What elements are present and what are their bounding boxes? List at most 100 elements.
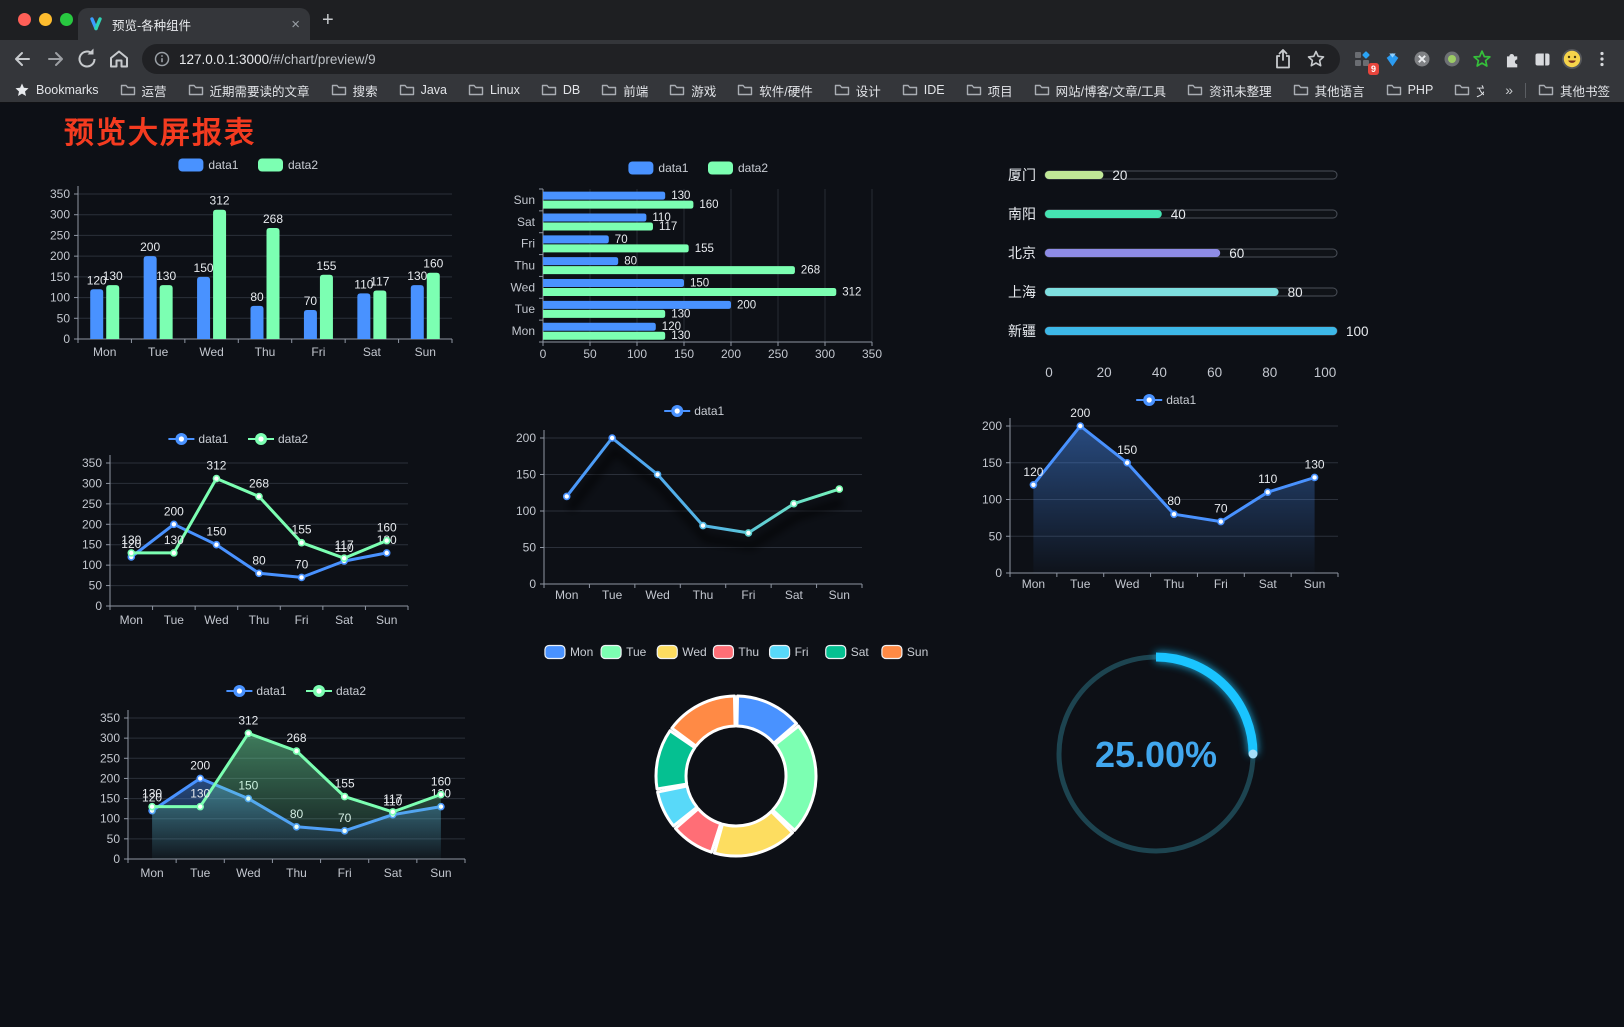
svg-text:0: 0 bbox=[1045, 365, 1053, 380]
svg-text:Sun: Sun bbox=[1304, 577, 1325, 591]
home-button[interactable] bbox=[104, 44, 134, 74]
chart-grouped-bar[interactable]: data1 data2 0 50 100 150 200 250 300 350 Mon Tue Wed… bbox=[40, 146, 460, 381]
bookmark-folder-item[interactable]: 近期需要读的文章 bbox=[188, 81, 310, 100]
green-star-glyph bbox=[1473, 50, 1491, 67]
bookmark-folder-item[interactable]: 搜索 bbox=[331, 81, 378, 100]
chart-progress-bars[interactable]: 厦门 20 南阳 40 北京 60 上海 80 新疆 100 0 20 40 60 80 100 bbox=[960, 151, 1380, 391]
svg-text:70: 70 bbox=[1214, 502, 1228, 516]
bookmark-folder-item[interactable]: 设计 bbox=[834, 81, 881, 100]
back-button[interactable] bbox=[8, 44, 38, 74]
svg-text:150: 150 bbox=[516, 468, 536, 482]
browser-tab[interactable]: 预览-各种组件 × bbox=[78, 8, 310, 40]
svg-text:data1: data1 bbox=[256, 684, 286, 698]
bookmark-star-icon[interactable] bbox=[1304, 47, 1328, 71]
bookmark-folder-item[interactable]: PHP bbox=[1386, 83, 1433, 97]
extension-grid-icon[interactable]: 9 bbox=[1348, 45, 1379, 75]
chart-legend[interactable]: data1 data2 bbox=[178, 158, 318, 172]
folder-icon bbox=[1187, 84, 1203, 96]
chart-legend[interactable]: data1 bbox=[1136, 393, 1197, 407]
bookmark-folder-item[interactable]: 资讯未整理 bbox=[1187, 81, 1272, 100]
donut-slice-Fri bbox=[656, 784, 699, 828]
bookmark-folder-item[interactable]: 软件/硬件 bbox=[737, 81, 813, 100]
svg-text:Sat: Sat bbox=[517, 215, 536, 229]
url-bar[interactable]: 127.0.0.1:3000/#/chart/preview/9 bbox=[142, 44, 1340, 74]
svg-text:Wed: Wed bbox=[645, 588, 669, 602]
bookmark-folder-item[interactable]: Linux bbox=[468, 83, 520, 97]
chart-legend[interactable]: Mon Tue Wed Thu Fri Sat Sun bbox=[544, 644, 928, 660]
svg-text:Fri: Fri bbox=[338, 866, 352, 880]
svg-text:Sat: Sat bbox=[851, 645, 870, 659]
reload-button[interactable] bbox=[72, 44, 102, 74]
window-controls bbox=[18, 13, 73, 26]
bookmark-folder-item[interactable]: DB bbox=[541, 83, 580, 97]
bookmark-folder-item[interactable]: IDE bbox=[902, 83, 945, 97]
new-tab-button[interactable]: + bbox=[322, 9, 334, 31]
minimize-window-button[interactable] bbox=[39, 13, 52, 26]
chart-two-area-line[interactable]: data1 data2 0 50 100 150 200 250 300 350 Mon Tue Wed… bbox=[98, 673, 498, 894]
svg-text:20: 20 bbox=[1112, 168, 1127, 183]
folder-icon bbox=[468, 84, 484, 96]
chart-legend[interactable]: data1 data2 bbox=[168, 432, 308, 446]
folder-icon bbox=[399, 84, 414, 96]
svg-text:70: 70 bbox=[615, 234, 628, 246]
svg-text:0: 0 bbox=[529, 577, 536, 591]
zoom-window-button[interactable] bbox=[60, 13, 73, 26]
chart-legend[interactable]: data1 bbox=[664, 404, 725, 418]
bookmarks-root-button[interactable]: Bookmarks bbox=[14, 82, 99, 98]
bookmark-folder-item[interactable]: 网站/博客/文章/工具 bbox=[1034, 81, 1166, 100]
svg-text:0: 0 bbox=[540, 347, 547, 361]
svg-text:300: 300 bbox=[815, 347, 835, 361]
extension-circle-cross-icon[interactable] bbox=[1408, 45, 1436, 73]
svg-text:Sat: Sat bbox=[384, 866, 403, 880]
svg-text:Mon: Mon bbox=[120, 613, 143, 627]
svg-text:110: 110 bbox=[354, 277, 373, 291]
chart-legend[interactable]: data1 data2 bbox=[628, 161, 768, 175]
other-bookmarks-button[interactable]: 其他书签 bbox=[1538, 81, 1610, 100]
bookmark-folder-item[interactable]: 文件服务器 bbox=[1454, 81, 1484, 100]
chart-line-two-series[interactable]: data1 data2 0 50 100 150 200 250 300 350 Mon Tue Wed… bbox=[40, 421, 440, 641]
svg-text:110: 110 bbox=[652, 212, 670, 224]
url-text[interactable]: 127.0.0.1:3000/#/chart/preview/9 bbox=[179, 52, 1262, 67]
chart-gauge[interactable]: 25.00% bbox=[1034, 631, 1284, 886]
extensions-puzzle-button[interactable] bbox=[1498, 45, 1526, 73]
bookmark-folder-item[interactable]: 前端 bbox=[601, 81, 648, 100]
svg-text:110: 110 bbox=[1258, 472, 1277, 486]
svg-text:160: 160 bbox=[431, 775, 451, 789]
bookmarks-overflow-button[interactable]: » bbox=[1505, 82, 1513, 98]
profile-avatar[interactable] bbox=[1558, 45, 1586, 73]
svg-text:Sun: Sun bbox=[376, 613, 397, 627]
bookmark-folder-label: 其他语言 bbox=[1314, 84, 1365, 99]
record-glyph bbox=[1444, 51, 1460, 67]
chart-gradient-line[interactable]: data1 0 50 100 150 200 Mon Tue Wed Thu Fri Sat Sun bbox=[500, 394, 892, 611]
close-window-button[interactable] bbox=[18, 13, 31, 26]
svg-text:150: 150 bbox=[100, 792, 120, 806]
bookmark-folder-item[interactable]: 游戏 bbox=[669, 81, 716, 100]
svg-text:80: 80 bbox=[252, 553, 266, 567]
chart-area-line[interactable]: data1 0 50 100 150 200 Mon Tue Wed Thu Fri Sat Sun 12… bbox=[968, 386, 1368, 603]
svg-text:data2: data2 bbox=[288, 158, 318, 172]
svg-text:40: 40 bbox=[1171, 207, 1186, 222]
donut-slice-Sun bbox=[670, 694, 737, 748]
share-icon[interactable] bbox=[1271, 47, 1295, 71]
svg-text:130: 130 bbox=[190, 787, 210, 801]
chart-horizontal-bar[interactable]: data1 data2 0 50 100 150 200 250 300 350 Sun Sat Fri… bbox=[500, 151, 900, 371]
extension-record-icon[interactable] bbox=[1438, 45, 1466, 73]
folder-icon bbox=[541, 84, 557, 96]
svg-text:Thu: Thu bbox=[738, 645, 759, 659]
extension-green-star-icon[interactable] bbox=[1468, 45, 1496, 73]
tab-close-icon[interactable]: × bbox=[291, 15, 300, 33]
side-panel-button[interactable] bbox=[1528, 45, 1556, 73]
bookmark-folder-item[interactable]: Java bbox=[399, 83, 447, 97]
browser-menu-button[interactable] bbox=[1588, 45, 1616, 73]
chart-legend[interactable]: data1 data2 bbox=[226, 684, 366, 698]
svg-text:150: 150 bbox=[690, 278, 709, 290]
forward-button[interactable] bbox=[40, 44, 70, 74]
chart-donut[interactable]: Mon Tue Wed Thu Fri Sat Sun bbox=[540, 636, 932, 876]
extension-gem-icon[interactable] bbox=[1378, 45, 1406, 73]
svg-text:新疆: 新疆 bbox=[1008, 323, 1036, 339]
site-info-icon[interactable] bbox=[154, 51, 170, 67]
bookmark-folder-item[interactable]: 项目 bbox=[966, 81, 1013, 100]
bookmark-folder-item[interactable]: 运营 bbox=[120, 81, 167, 100]
bookmark-folder-item[interactable]: 其他语言 bbox=[1293, 81, 1365, 100]
bookmark-folder-label: 前端 bbox=[623, 84, 649, 99]
